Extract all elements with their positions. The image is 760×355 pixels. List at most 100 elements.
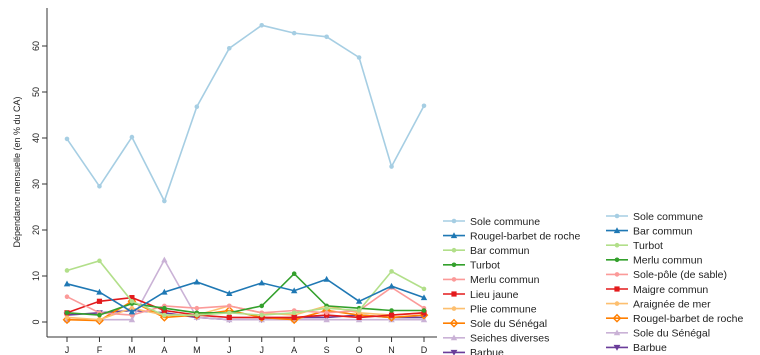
data-point xyxy=(323,316,330,323)
data-point xyxy=(389,269,394,274)
data-point xyxy=(259,23,265,28)
legend-label: Merlu commun xyxy=(470,274,540,286)
x-tick-label: F xyxy=(97,345,103,355)
legend-left-item: Sole du Sénégal xyxy=(443,318,547,330)
legend-marker xyxy=(450,232,458,239)
legend-left-item: Plie commune xyxy=(443,303,537,315)
legend-label: Merlu commun xyxy=(633,255,703,267)
data-point xyxy=(194,305,200,311)
x-tick-label: A xyxy=(291,345,297,355)
data-point xyxy=(128,308,136,315)
legend-marker xyxy=(614,301,620,306)
data-point xyxy=(291,310,297,316)
data-point xyxy=(355,298,363,304)
data-point xyxy=(64,268,70,273)
legend-marker xyxy=(613,344,621,351)
data-point xyxy=(226,303,232,309)
y-tick-label: 0 xyxy=(31,319,41,324)
data-point xyxy=(129,299,135,304)
y-tick-label: 20 xyxy=(31,225,41,235)
data-point xyxy=(97,258,102,264)
data-point xyxy=(389,308,394,313)
legend-marker xyxy=(614,242,620,248)
data-point xyxy=(421,286,427,292)
series-line xyxy=(66,272,424,316)
data-point xyxy=(291,271,297,277)
legend-label: Barbue xyxy=(470,347,504,355)
legend-label: Sole du Sénégal xyxy=(633,328,710,340)
legend-right-item: Sole commune xyxy=(606,211,703,223)
data-point xyxy=(193,278,201,285)
legend-label: Sole commune xyxy=(470,216,540,228)
series-line xyxy=(66,278,425,313)
legend-label: Lieu jaune xyxy=(470,289,519,301)
data-point xyxy=(162,198,167,204)
legend-left-item: Turbot xyxy=(443,260,500,272)
data-point xyxy=(64,294,70,300)
legend-right-item: Sole-pôle (de sable) xyxy=(606,269,727,281)
data-point xyxy=(162,305,167,311)
legend-right-item: Turbot xyxy=(606,240,663,252)
data-point xyxy=(324,305,329,311)
legend-label: Turbot xyxy=(470,260,500,272)
legend-left-item: Bar commun xyxy=(443,245,530,257)
legend-marker xyxy=(613,329,621,336)
legend-marker xyxy=(451,247,457,253)
series-bar-commun xyxy=(64,258,427,318)
data-point xyxy=(356,55,362,60)
data-point xyxy=(258,279,265,286)
legend-marker xyxy=(451,291,457,297)
data-point xyxy=(389,164,394,169)
data-point xyxy=(129,305,135,311)
data-point xyxy=(259,312,265,318)
x-tick-label: J xyxy=(65,345,70,355)
x-tick-label: O xyxy=(356,345,363,355)
data-point xyxy=(194,312,200,318)
data-point xyxy=(159,313,169,322)
data-point xyxy=(356,314,362,320)
data-point xyxy=(64,310,70,316)
data-point xyxy=(161,256,168,263)
x-tick-label: D xyxy=(421,345,428,355)
data-point xyxy=(226,314,232,320)
series-sole-commune xyxy=(64,23,427,204)
legend-label: Turbot xyxy=(633,240,663,252)
legend-right-item: Rougel-barbet de roche xyxy=(606,313,743,325)
series-line xyxy=(66,259,425,316)
data-point xyxy=(420,294,428,301)
y-tick-label: 30 xyxy=(31,179,41,189)
data-point xyxy=(63,280,71,287)
legend-label: Sole du Sénégal xyxy=(470,318,547,330)
y-tick-label: 50 xyxy=(31,87,41,97)
data-point xyxy=(421,103,427,109)
legend-marker xyxy=(614,213,620,219)
legend-right-item: Bar commun xyxy=(606,225,693,237)
data-point xyxy=(129,134,135,140)
legend-label: Bar commun xyxy=(633,225,693,237)
legend-label: Barbue xyxy=(633,342,667,354)
legend-right-item: Barbue xyxy=(606,342,667,354)
legend-marker xyxy=(614,257,620,263)
data-point xyxy=(226,46,232,51)
data-point xyxy=(421,310,427,316)
legend-label: Rougel-barbet de roche xyxy=(470,230,580,242)
legend-label: Rougel-barbet de roche xyxy=(633,313,743,325)
legend-label: Seiches diverses xyxy=(470,333,549,345)
y-axis-title: Dépendance mensuelle (en % du CA) xyxy=(12,96,22,247)
data-point xyxy=(226,310,232,316)
data-point xyxy=(97,184,102,189)
data-point xyxy=(161,307,167,314)
legend-label: Bar commun xyxy=(470,245,530,257)
data-point xyxy=(194,104,200,110)
data-point xyxy=(161,288,168,295)
series-line xyxy=(67,258,424,321)
legend-marker xyxy=(451,306,457,311)
data-point xyxy=(97,312,102,318)
data-point xyxy=(162,312,167,318)
y-tick-label: 10 xyxy=(31,271,41,281)
legend-left-item: Merlu commun xyxy=(443,274,540,286)
data-point xyxy=(97,317,102,323)
legend-marker xyxy=(449,318,459,328)
data-point xyxy=(290,287,298,294)
data-point xyxy=(291,30,297,36)
